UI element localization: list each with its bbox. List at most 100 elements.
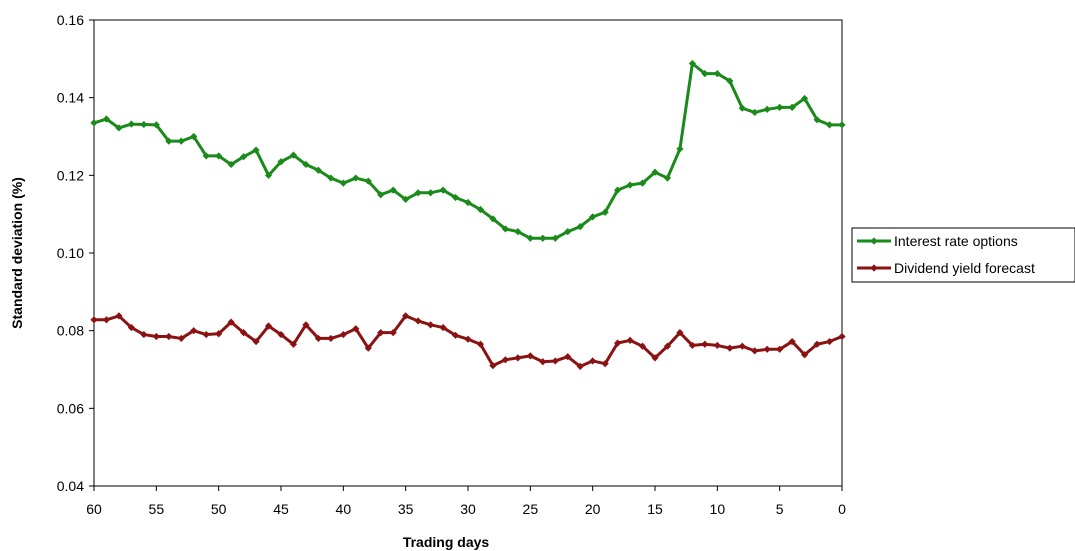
legend-entry-label: Interest rate options: [894, 233, 1018, 249]
legend-swatch-marker: [870, 237, 878, 245]
x-axis-title: Trading days: [403, 534, 490, 550]
data-point: [676, 329, 684, 337]
data-point: [389, 329, 397, 337]
data-point: [364, 177, 372, 185]
data-point: [115, 312, 123, 320]
data-point: [514, 354, 522, 362]
data-point: [801, 94, 809, 103]
x-tick-label: 0: [838, 501, 846, 517]
legend-swatch-marker: [870, 264, 878, 272]
data-point: [713, 69, 721, 78]
data-point: [377, 191, 385, 199]
data-point: [676, 145, 684, 153]
plot-area: [93, 19, 843, 487]
data-point: [614, 186, 622, 194]
data-point: [551, 357, 559, 365]
data-point: [526, 234, 534, 242]
data-point: [352, 174, 360, 182]
x-axis: 60 55 50 45 40 35 30 25 20 15 10 5 0: [86, 486, 846, 517]
data-point: [152, 121, 160, 129]
data-point: [726, 344, 734, 352]
data-point: [476, 205, 485, 214]
data-point: [776, 103, 784, 111]
data-point: [838, 121, 846, 129]
data-point: [402, 312, 410, 320]
data-point: [813, 116, 821, 124]
data-point: [140, 330, 148, 339]
data-point: [763, 345, 771, 353]
data-point: [526, 352, 534, 360]
y-tick-label: 0.06: [57, 400, 84, 416]
data-point: [264, 171, 273, 179]
data-point: [190, 327, 198, 335]
data-point: [302, 160, 310, 169]
data-point: [377, 329, 385, 337]
data-point: [701, 340, 709, 348]
x-tick-label: 15: [647, 501, 663, 517]
data-point: [140, 120, 148, 129]
data-point: [589, 213, 597, 221]
data-point: [713, 341, 721, 350]
data-point: [663, 342, 672, 350]
data-point: [688, 59, 696, 68]
data-point: [302, 321, 310, 329]
data-point: [589, 357, 597, 365]
data-point: [289, 151, 298, 159]
data-point: [614, 339, 622, 347]
data-point: [464, 198, 472, 207]
legend: Interest rate options Dividend yield fore…: [851, 227, 1075, 283]
data-point: [427, 189, 435, 197]
x-tick-label: 35: [398, 501, 414, 517]
data-point: [663, 174, 672, 182]
data-point: [776, 345, 784, 353]
data-point: [539, 358, 547, 366]
data-point: [564, 353, 572, 361]
x-tick-label: 5: [776, 501, 784, 517]
data-point: [414, 317, 422, 325]
x-tick-label: 50: [211, 501, 227, 517]
data-point: [451, 193, 460, 202]
data-point: [115, 124, 123, 132]
data-point: [215, 330, 223, 338]
data-point: [339, 179, 347, 187]
data-point: [127, 323, 135, 332]
data-point: [90, 119, 98, 127]
data-point: [825, 337, 834, 346]
x-tick-label: 25: [523, 501, 539, 517]
data-point: [414, 189, 422, 197]
data-point: [314, 166, 322, 174]
data-point: [489, 362, 497, 370]
data-point: [177, 137, 185, 145]
data-point: [127, 120, 135, 128]
x-tick-label: 30: [460, 501, 476, 517]
data-point: [601, 360, 609, 368]
data-point: [813, 340, 821, 348]
data-point: [90, 316, 98, 324]
data-point: [152, 332, 160, 341]
data-point: [514, 228, 522, 236]
series-dividend-yield-forecast: [90, 312, 846, 370]
data-point: [788, 103, 796, 111]
data-point: [601, 208, 609, 216]
data-point: [576, 362, 584, 370]
data-point: [501, 225, 509, 233]
y-tick-label: 0.10: [57, 245, 84, 261]
data-point: [215, 152, 223, 160]
series-interest-rate-options: [90, 59, 846, 242]
data-point: [439, 186, 447, 194]
data-point: [489, 215, 497, 223]
data-point: [190, 132, 198, 141]
plot-border: [93, 19, 843, 487]
y-tick-label: 0.16: [57, 12, 84, 28]
data-point: [451, 331, 460, 339]
data-point: [314, 334, 322, 343]
y-tick-label: 0.12: [57, 167, 84, 183]
legend-box: [851, 227, 1075, 283]
data-point: [638, 179, 647, 187]
data-point: [651, 168, 659, 176]
data-point: [801, 351, 809, 359]
data-point: [763, 105, 771, 113]
y-tick-label: 0.14: [57, 90, 84, 106]
data-point: [327, 174, 335, 182]
x-tick-label: 20: [585, 501, 601, 517]
